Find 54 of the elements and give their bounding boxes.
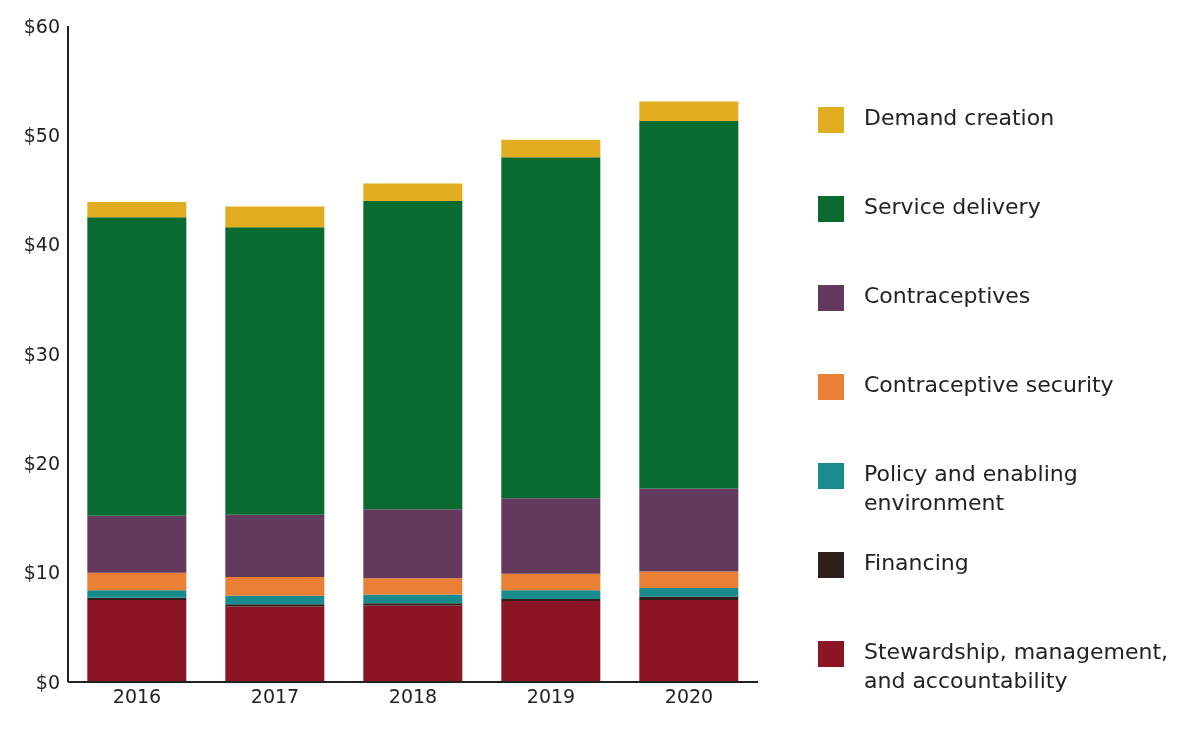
bar <box>501 590 601 599</box>
bar <box>87 600 187 682</box>
x-tick-label: 2016 <box>112 685 162 708</box>
y-tick-label: $20 <box>23 452 60 475</box>
bar <box>87 217 187 516</box>
bar <box>87 202 187 218</box>
bar <box>225 514 325 578</box>
bar <box>501 573 601 591</box>
bar <box>363 183 463 201</box>
bar <box>87 572 187 591</box>
x-tick-label: 2018 <box>388 685 438 708</box>
bar <box>225 206 325 228</box>
bar <box>87 590 187 598</box>
bar <box>363 603 463 606</box>
bar <box>363 509 463 579</box>
y-tick-label: $60 <box>23 14 60 37</box>
x-tick-label: 2017 <box>250 685 300 708</box>
y-tick-label: $0 <box>35 670 60 693</box>
bar <box>639 121 739 489</box>
x-tick-label: 2019 <box>526 685 576 708</box>
y-tick-label: $40 <box>23 233 60 256</box>
bar <box>225 606 325 682</box>
bar <box>639 101 739 122</box>
bar <box>225 604 325 607</box>
bar <box>363 200 463 510</box>
bar <box>639 596 739 600</box>
x-tick-label: 2020 <box>664 685 714 708</box>
bar <box>639 488 739 572</box>
bar <box>501 498 601 574</box>
bar <box>501 139 601 158</box>
bar <box>87 515 187 573</box>
legend-label: Demand creation <box>864 104 1056 132</box>
bar <box>225 227 325 515</box>
legend-label: Policy and enabling environment <box>864 460 1079 517</box>
bar <box>225 577 325 596</box>
bar <box>363 578 463 595</box>
y-tick-label: $50 <box>23 124 60 147</box>
bar <box>363 594 463 604</box>
bar <box>501 157 601 499</box>
legend-label: Stewardship, management, and accountability <box>864 638 1170 695</box>
bar <box>639 571 739 588</box>
bar <box>639 587 739 597</box>
bar <box>501 598 601 602</box>
legend-label: Financing <box>864 549 970 577</box>
legend-label: Service delivery <box>864 193 1042 221</box>
bar <box>87 597 187 600</box>
bar <box>363 605 463 682</box>
bar <box>225 595 325 605</box>
y-tick-label: $30 <box>23 342 60 365</box>
legend-label: Contraceptives <box>864 282 1032 310</box>
bar <box>501 601 601 682</box>
bar <box>639 600 739 682</box>
y-tick-label: $10 <box>23 561 60 584</box>
legend-label: Contraceptive security <box>864 371 1115 399</box>
